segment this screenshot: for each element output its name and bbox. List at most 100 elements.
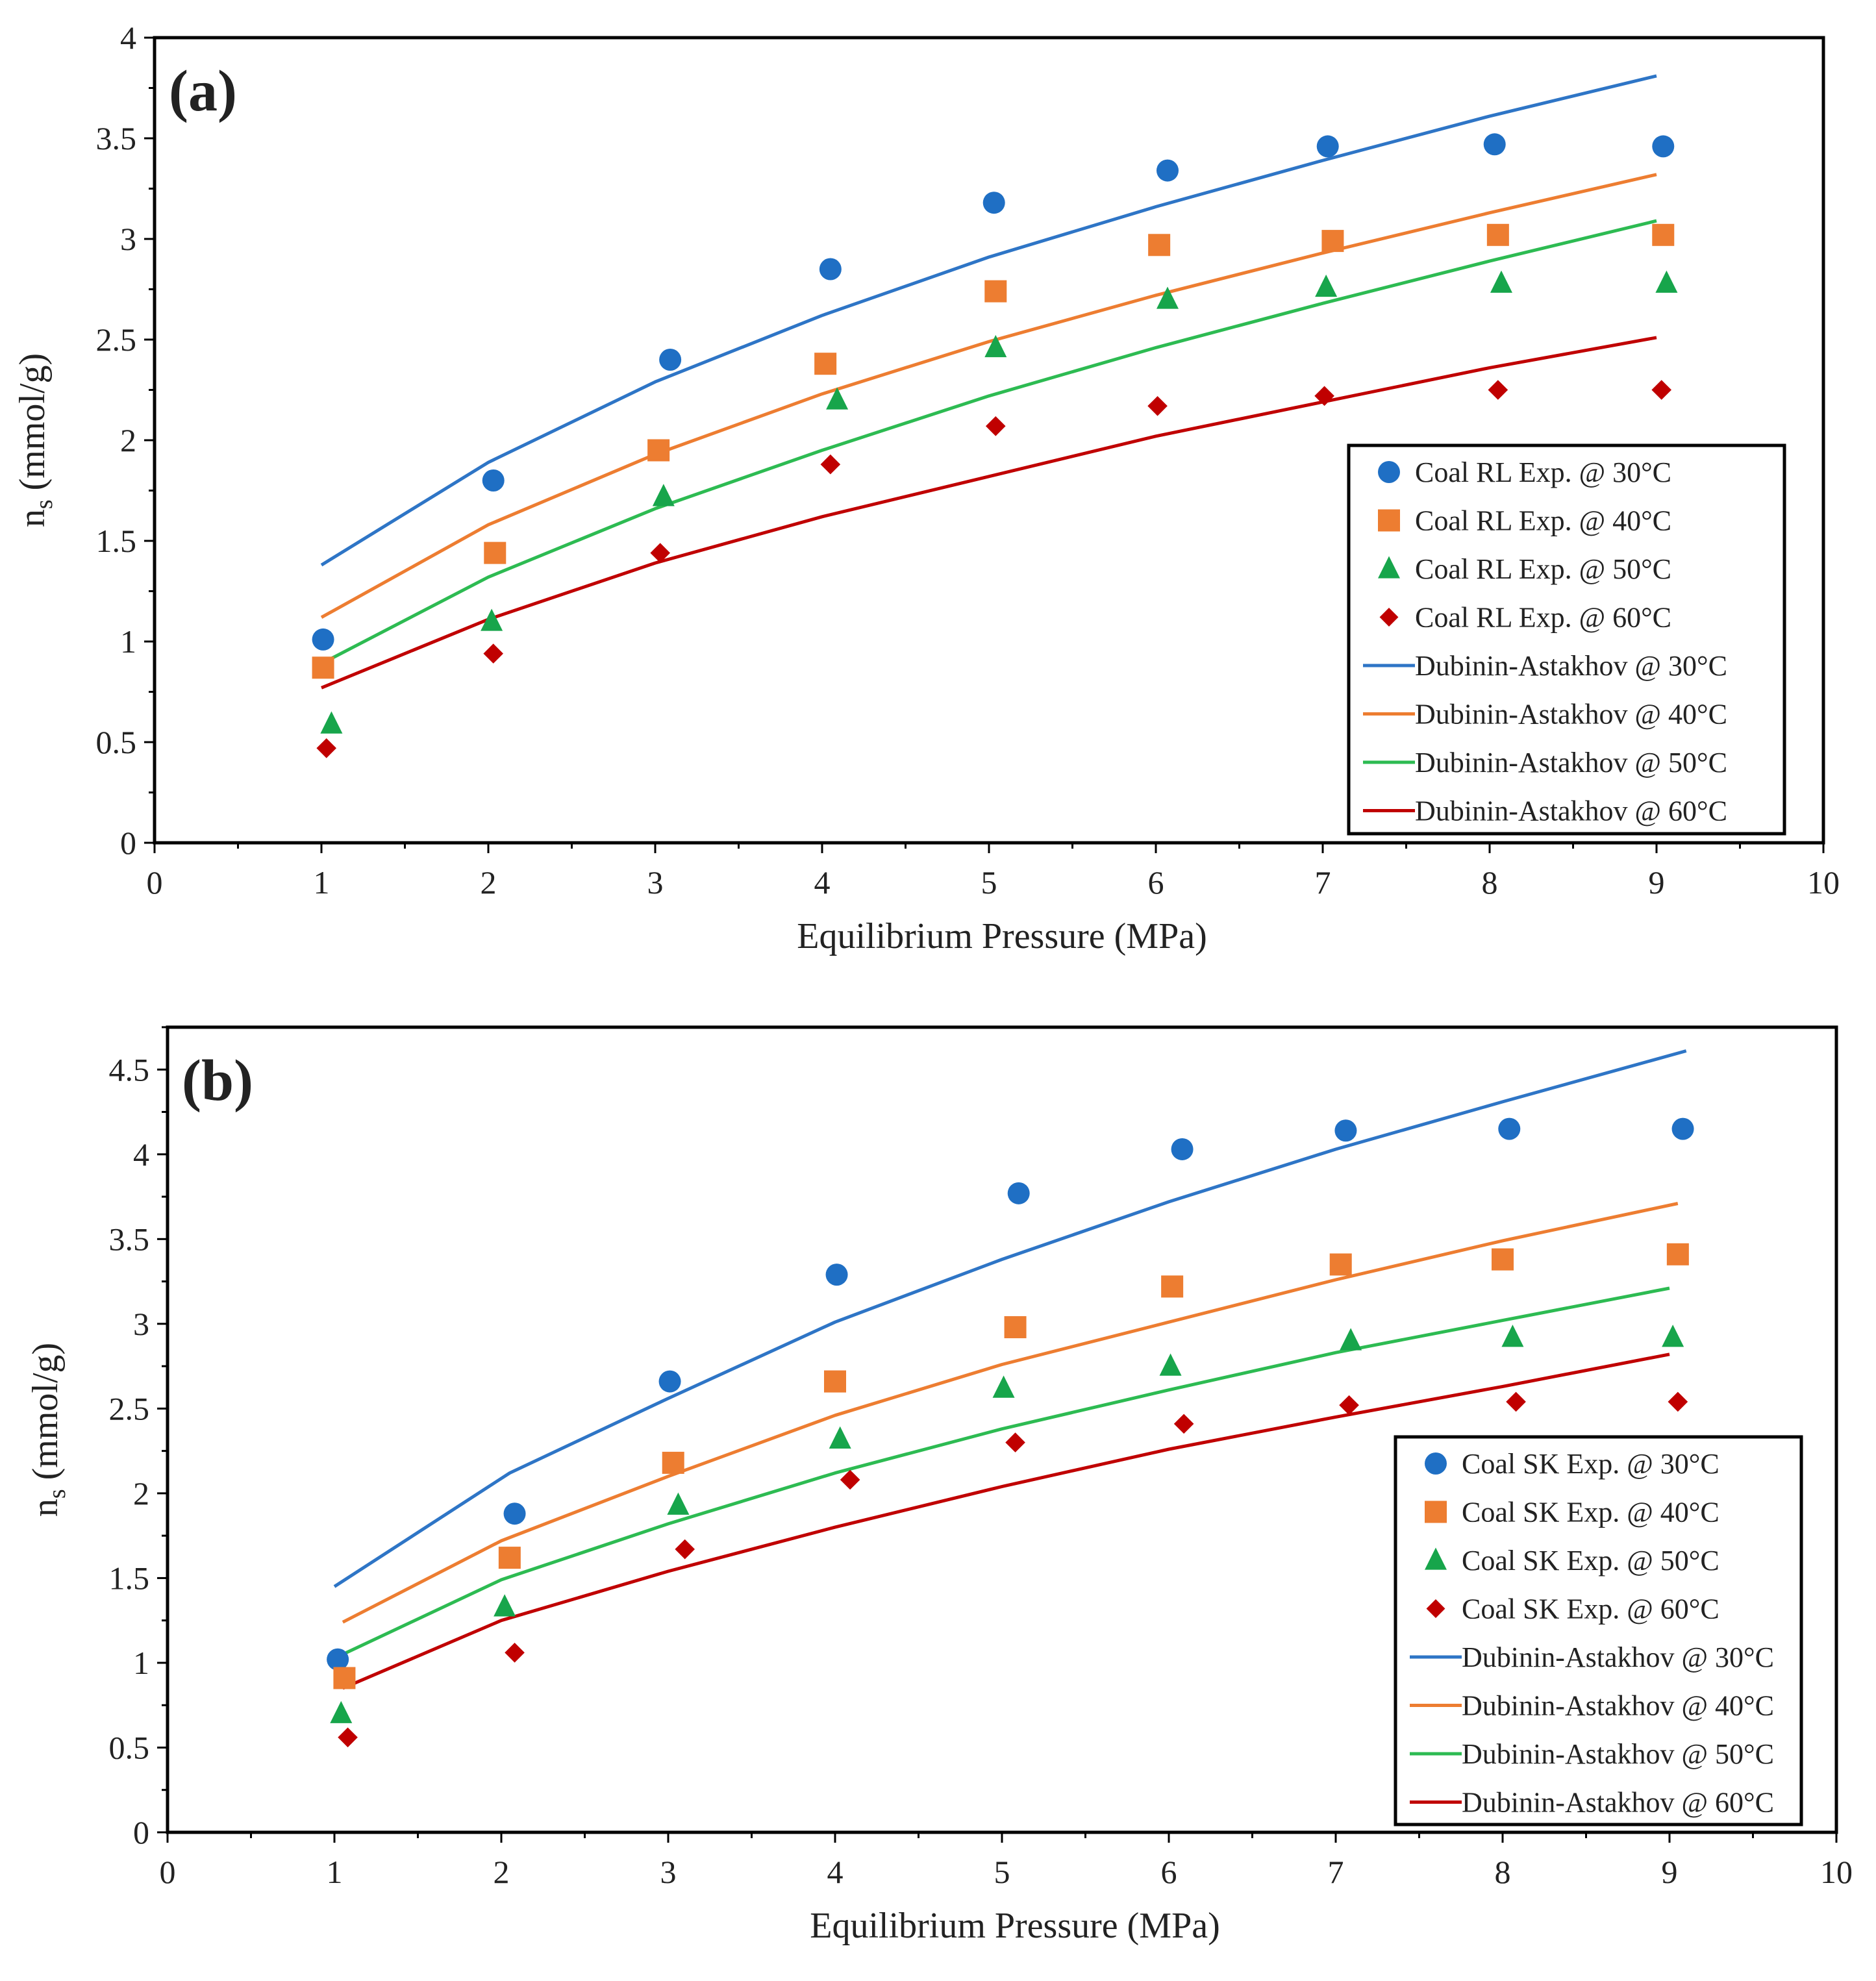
data-point [992,1375,1015,1398]
x-axis-title: Equilibrium Pressure (MPa) [797,916,1207,956]
data-point [1339,1395,1359,1415]
data-point [1147,396,1168,416]
x-tick-label: 5 [981,864,997,901]
data-point [819,258,842,280]
legend-marker [1379,608,1399,627]
legend: Coal SK Exp. @ 30°C Coal SK Exp. @ 40°C Co… [1394,1435,1803,1826]
data-point [1148,234,1171,256]
series-line [342,1202,1679,1624]
data-point [1501,1325,1524,1347]
x-tick-label: 0 [147,864,163,901]
series-line [320,74,1657,567]
panel-label: (b) [182,1049,253,1113]
data-point [840,1469,860,1490]
data-point [667,1492,690,1515]
y-tick-label: 3.5 [109,1221,150,1257]
legend-label: Dubinin-Astakhov @ 60°C [1415,795,1727,827]
y-tick-label: 0 [120,825,136,861]
legend-label: Coal RL Exp. @ 50°C [1415,553,1671,585]
data-point [1007,1182,1030,1204]
data-point [1321,230,1344,253]
legend-label: Dubinin-Astakhov @ 60°C [1462,1787,1774,1819]
data-point [1666,1243,1689,1265]
data-point [1651,380,1672,400]
data-point [482,469,505,492]
data-point [505,1642,525,1663]
data-point [647,439,670,462]
data-point [1156,286,1179,309]
x-tick-label: 3 [660,1854,677,1890]
y-tick-label: 4 [120,19,136,56]
legend-label: Dubinin-Astakhov @ 50°C [1462,1738,1774,1770]
data-point [659,349,682,371]
y-tick-label: 3 [120,221,136,257]
y-tick-label: 4 [133,1136,149,1173]
legend-label: Coal SK Exp. @ 40°C [1462,1497,1720,1528]
data-point [662,1451,684,1474]
legend-marker [1425,1501,1447,1523]
data-point [984,334,1007,358]
data-point [984,280,1007,303]
y-tick-label: 2 [120,422,136,458]
x-tick-label: 7 [1328,1854,1344,1890]
data-point [1340,1328,1362,1351]
data-point [338,1727,358,1748]
data-point [1334,1119,1357,1142]
x-tick-label: 8 [1495,1854,1511,1890]
y-tick-label: 0.5 [96,724,137,760]
legend-label: Dubinin-Astakhov @ 30°C [1415,650,1727,682]
series-line [342,1286,1670,1656]
data-point [481,608,503,631]
y-tick-label: 3.5 [96,120,137,156]
data-point [1668,1391,1688,1412]
legend-label: Dubinin-Astakhov @ 50°C [1415,747,1727,779]
data-point [1486,223,1509,246]
data-point [1671,1117,1694,1140]
data-point [1488,380,1508,400]
x-tick-label: 8 [1482,864,1498,901]
data-point [675,1539,695,1560]
y-axis-title: ns (mmol/g) [12,353,58,527]
y-tick-label: 4.5 [109,1051,150,1088]
data-point [1329,1253,1352,1276]
data-point [1483,133,1506,156]
data-point [1652,135,1675,158]
x-tick-label: 6 [1161,1854,1177,1890]
chart-panel-2: 0 1 2 3 4 5 6 7 8 9 10 0 0.5 1 1.5 2 2.5 3 3.5 4 4.5 Equilibr… [25,1025,1853,1946]
data-point [327,1648,349,1671]
data-point [1156,159,1179,182]
legend-marker [1425,1452,1447,1475]
data-point [316,738,337,758]
x-axis-title: Equilibrium Pressure (MPa) [810,1906,1219,1946]
legend-label: Coal SK Exp. @ 50°C [1462,1545,1720,1576]
data-point [483,643,504,664]
x-tick-label: 3 [647,864,664,901]
legend-marker [1378,509,1400,532]
data-point [650,543,671,563]
x-tick-label: 1 [327,1854,343,1890]
legend-label: Dubinin-Astakhov @ 40°C [1462,1690,1774,1722]
series-line [320,173,1657,619]
x-tick-label: 1 [314,864,330,901]
x-tick-label: 4 [814,864,831,901]
legend-label: Dubinin-Astakhov @ 30°C [1462,1641,1774,1673]
data-point [312,628,334,651]
x-tick-label: 9 [1662,1854,1678,1890]
data-point [498,1547,521,1569]
data-point [494,1594,516,1617]
data-point [1498,1117,1521,1140]
data-point [826,387,849,410]
data-point [1490,270,1512,293]
data-point [1315,274,1338,297]
data-point [484,542,507,564]
legend-label: Coal RL Exp. @ 30°C [1415,456,1671,488]
data-point [1652,223,1675,246]
x-tick-label: 6 [1148,864,1164,901]
y-tick-label: 1 [133,1645,149,1681]
legend-label: Dubinin-Astakhov @ 40°C [1415,699,1727,730]
series-line [320,219,1657,666]
data-point [829,1426,851,1449]
legend-frame [1347,443,1786,836]
series-line [333,1049,1687,1588]
